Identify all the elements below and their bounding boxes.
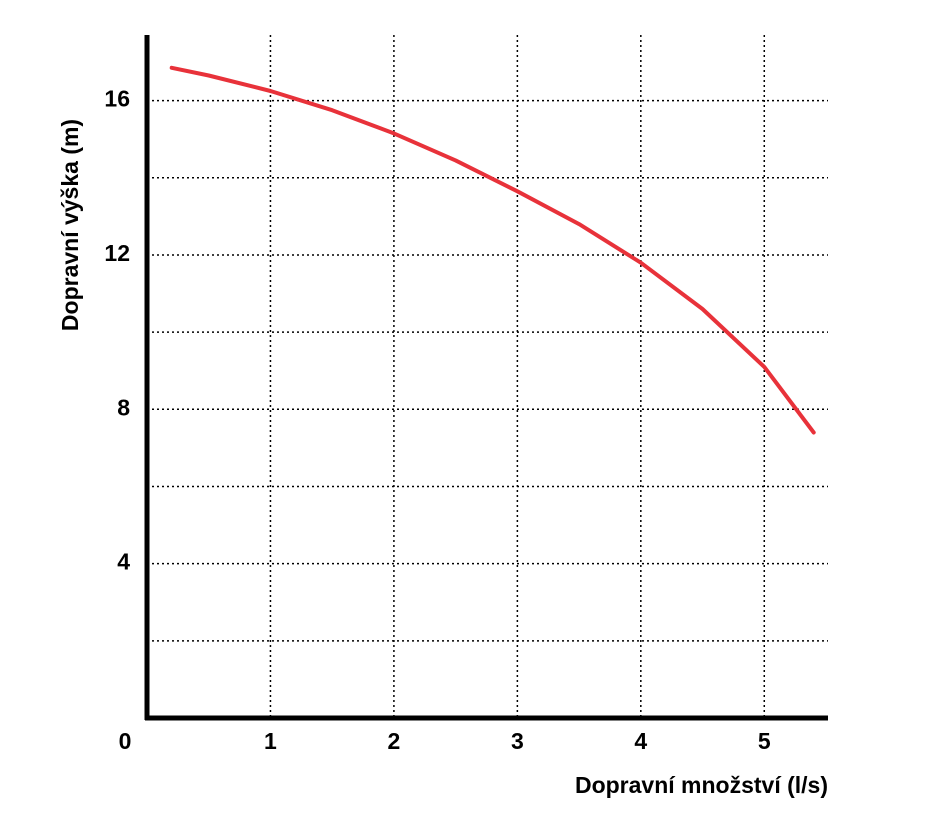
x-tick-label: 1: [264, 728, 277, 754]
x-tick-label: 3: [511, 728, 524, 754]
x-tick-label: 0: [119, 728, 132, 754]
x-tick-label: 4: [634, 728, 647, 754]
y-tick-label: 8: [117, 394, 130, 420]
x-axis-title: Dopravní množství (l/s): [575, 772, 828, 798]
x-tick-label: 5: [758, 728, 771, 754]
y-tick-label: 4: [117, 549, 130, 575]
curve: [169, 65, 816, 435]
y-tick-label: 12: [104, 240, 130, 266]
y-axis-title: Dopravní výška (m): [57, 119, 83, 331]
x-tick-label: 2: [388, 728, 401, 754]
y-tick-label: 16: [104, 86, 130, 112]
